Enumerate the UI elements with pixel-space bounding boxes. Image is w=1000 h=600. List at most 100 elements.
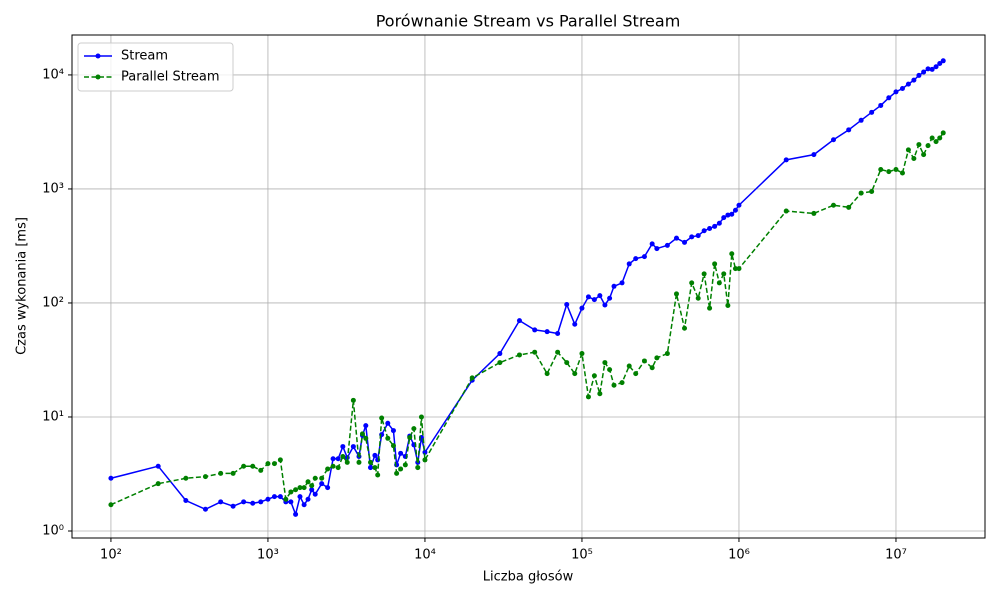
data-point: [497, 351, 503, 357]
data-point: [899, 170, 905, 176]
legend-marker: [95, 74, 101, 80]
x-tick-label: 10⁴: [414, 548, 436, 563]
data-point: [390, 428, 396, 434]
data-point: [783, 208, 789, 214]
data-point: [830, 137, 836, 143]
x-axis-label: Liczba głosów: [483, 570, 574, 585]
data-point: [701, 271, 707, 277]
data-point: [689, 280, 695, 286]
data-point: [155, 463, 161, 469]
data-point: [940, 130, 946, 136]
data-point: [230, 470, 236, 476]
chart-title: Porównanie Stream vs Parallel Stream: [376, 12, 681, 31]
data-point: [925, 143, 931, 149]
data-point: [418, 414, 424, 420]
data-point: [911, 155, 917, 161]
data-point: [858, 117, 864, 123]
data-point: [301, 502, 307, 508]
data-point: [611, 382, 617, 388]
data-point: [916, 142, 922, 148]
data-point: [407, 435, 413, 441]
data-point: [344, 459, 350, 465]
data-point: [363, 435, 369, 441]
data-point: [689, 234, 695, 240]
data-point: [532, 349, 538, 355]
data-point: [682, 239, 688, 245]
data-point: [649, 241, 655, 247]
data-point: [619, 380, 625, 386]
data-point: [893, 89, 899, 95]
data-point: [241, 463, 247, 469]
data-point: [277, 457, 283, 463]
data-point: [297, 485, 303, 491]
data-point: [325, 485, 331, 491]
data-point: [905, 81, 911, 87]
data-point: [712, 261, 718, 267]
data-point: [725, 303, 731, 309]
data-point: [736, 202, 742, 208]
y-tick-label: 10⁰: [42, 523, 64, 538]
data-point: [394, 470, 400, 476]
x-tick-label: 10⁶: [728, 548, 750, 563]
data-point: [886, 169, 892, 175]
data-point: [301, 485, 307, 491]
data-point: [230, 503, 236, 509]
data-point: [783, 157, 789, 163]
data-point: [555, 330, 561, 336]
data-point: [869, 109, 875, 115]
data-point: [682, 325, 688, 331]
data-point: [591, 297, 597, 303]
data-point: [664, 351, 670, 357]
data-point: [372, 465, 378, 471]
data-point: [654, 355, 660, 361]
data-point: [390, 443, 396, 449]
data-point: [916, 72, 922, 78]
series-line: [110, 60, 944, 517]
data-point: [921, 152, 927, 158]
data-point: [626, 261, 632, 267]
data-point: [721, 271, 727, 277]
x-tick-label: 10⁷: [885, 548, 907, 563]
data-point: [309, 483, 315, 489]
legend-marker: [95, 53, 101, 59]
data-point: [585, 294, 591, 300]
data-point: [309, 487, 315, 493]
y-tick-label: 10²: [42, 295, 64, 310]
data-point: [921, 69, 927, 75]
data-point: [929, 66, 935, 72]
data-point: [265, 461, 271, 467]
data-point: [340, 454, 346, 460]
data-point: [611, 283, 617, 289]
data-point: [811, 210, 817, 216]
data-point: [649, 365, 655, 371]
y-tick-label: 10³: [42, 181, 64, 196]
data-point: [350, 397, 356, 403]
data-point: [878, 167, 884, 173]
data-point: [277, 494, 283, 500]
data-point: [579, 351, 585, 357]
data-point: [933, 139, 939, 145]
data-point: [385, 420, 391, 426]
data-point: [641, 254, 647, 260]
data-point: [695, 233, 701, 239]
data-point: [359, 431, 365, 437]
data-point: [602, 360, 608, 366]
data-point: [379, 415, 385, 421]
legend-label: Parallel Stream: [121, 70, 220, 85]
data-point: [305, 479, 311, 485]
data-point: [555, 349, 561, 355]
data-point: [375, 472, 381, 478]
data-point: [283, 496, 289, 502]
data-point: [469, 375, 475, 381]
data-point: [372, 452, 378, 458]
data-point: [585, 394, 591, 400]
y-tick-label: 10⁴: [42, 67, 64, 82]
plot-area: 10² 10³ 10⁴ 10⁵ 10⁶ 10⁷ 10⁰ 10¹ 10² 10³ 10⁴: [42, 35, 985, 563]
data-point: [607, 367, 613, 373]
data-point: [271, 494, 277, 500]
x-tick-label: 10⁵: [571, 548, 593, 563]
data-point: [312, 491, 318, 497]
legend-label: Stream: [121, 49, 168, 64]
data-point: [878, 102, 884, 108]
